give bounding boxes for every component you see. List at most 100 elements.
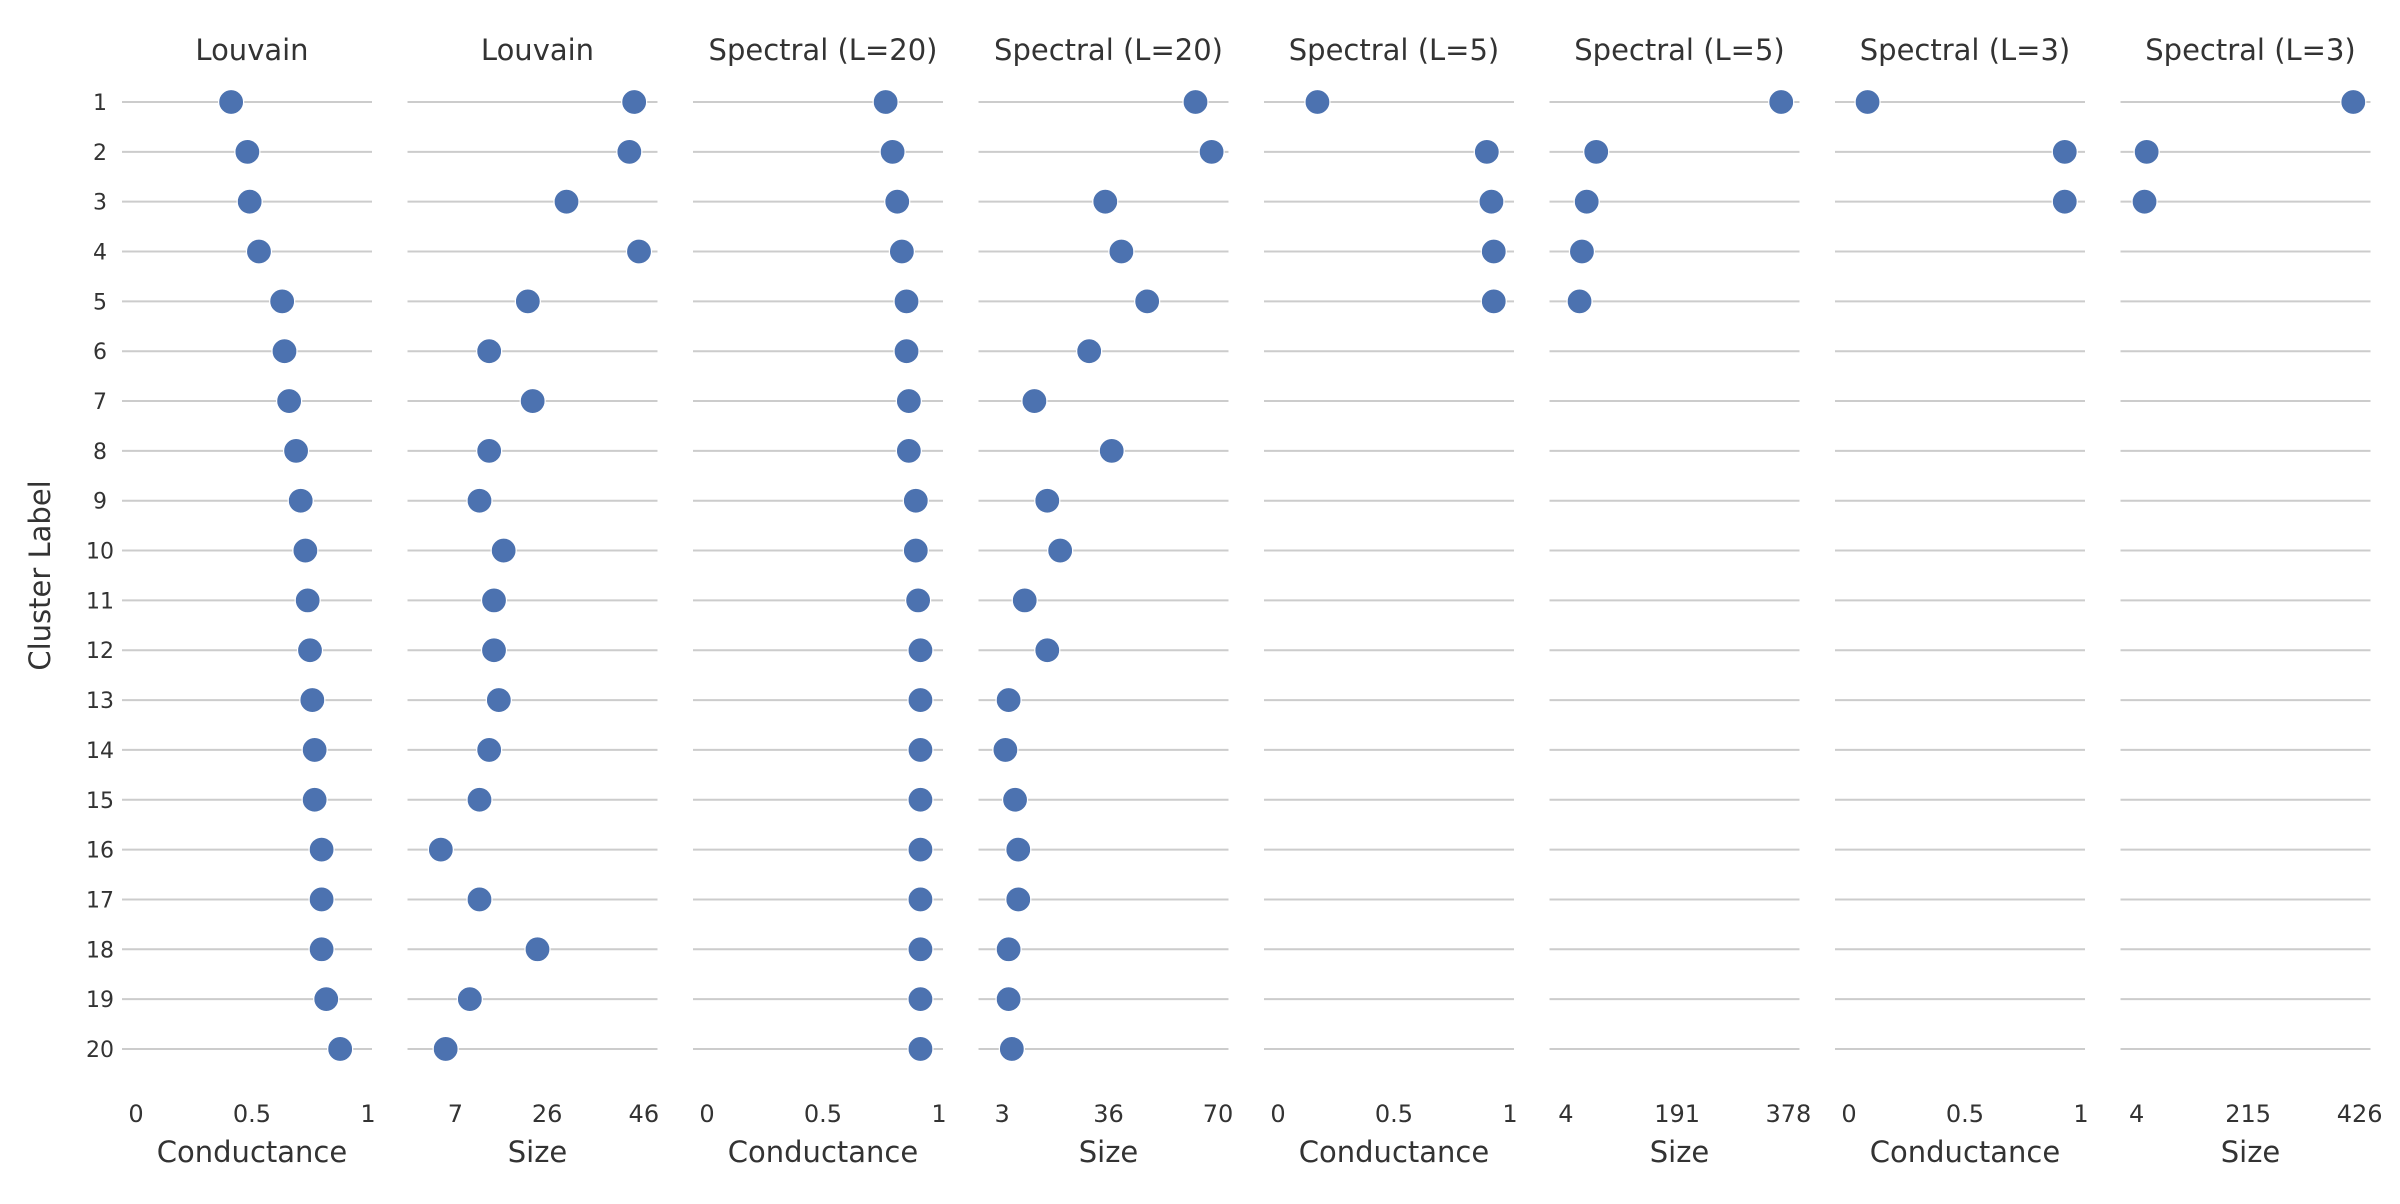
- data-point: [313, 986, 340, 1013]
- data-point: [276, 387, 303, 415]
- data-point: [2131, 188, 2158, 215]
- data-point: [427, 836, 454, 863]
- data-point: [905, 587, 932, 614]
- x-tick-label: 0.5: [233, 1100, 271, 1128]
- data-point: [1182, 88, 1209, 116]
- row-label: 9: [93, 490, 107, 515]
- row-label: 8: [93, 440, 107, 465]
- row-label: 18: [86, 938, 114, 963]
- data-point: [888, 238, 915, 265]
- x-tick-label: 7: [448, 1100, 463, 1128]
- x-tick-label: 378: [1765, 1100, 1811, 1128]
- x-tick-label: 0: [1841, 1100, 1856, 1128]
- x-tick-label: 1: [360, 1100, 375, 1128]
- data-point: [327, 1035, 354, 1063]
- panel-title: Spectral (L=5): [1289, 33, 1499, 67]
- data-point: [296, 637, 324, 664]
- data-point: [553, 188, 580, 215]
- data-point: [1005, 886, 1032, 913]
- data-point: [1011, 587, 1038, 614]
- data-point: [1768, 88, 1795, 116]
- data-point: [1480, 288, 1507, 315]
- data-point: [301, 736, 328, 764]
- x-tick-label: 1: [1502, 1100, 1517, 1128]
- row-label: 5: [93, 290, 107, 315]
- data-point: [245, 238, 273, 265]
- data-point: [1098, 437, 1125, 464]
- data-point: [1021, 387, 1048, 415]
- data-point: [872, 88, 899, 116]
- x-axis-label: Conductance: [157, 1135, 347, 1169]
- data-point: [234, 138, 261, 165]
- data-point: [1478, 188, 1505, 215]
- data-point: [1034, 487, 1061, 514]
- data-point: [907, 836, 934, 863]
- data-point: [514, 288, 541, 315]
- data-point: [907, 1035, 934, 1063]
- data-point: [1480, 238, 1507, 265]
- x-tick-label: 4: [2129, 1100, 2144, 1128]
- data-point: [992, 736, 1019, 764]
- data-point: [893, 288, 920, 315]
- data-point: [621, 88, 648, 116]
- panel-title: Spectral (L=3): [2145, 33, 2355, 67]
- x-tick-label: 3: [995, 1100, 1010, 1128]
- data-point: [1108, 238, 1135, 265]
- x-tick-label: 46: [629, 1100, 660, 1128]
- data-point: [271, 338, 298, 365]
- data-point: [1583, 138, 1610, 165]
- row-label: 10: [86, 540, 114, 565]
- data-point: [893, 338, 920, 365]
- row-label: 15: [86, 789, 114, 814]
- row-label: 20: [86, 1038, 114, 1063]
- data-point: [995, 936, 1022, 963]
- row-label: 4: [93, 241, 107, 266]
- data-point: [1092, 188, 1119, 215]
- data-point: [236, 188, 263, 215]
- panel-title: Spectral (L=3): [1860, 33, 2070, 67]
- x-tick-label: 426: [2337, 1100, 2383, 1128]
- x-tick-label: 36: [1093, 1100, 1124, 1128]
- data-point: [490, 537, 517, 564]
- data-point: [466, 786, 493, 813]
- row-label: 6: [93, 340, 107, 365]
- data-point: [466, 886, 493, 913]
- data-point: [1034, 637, 1061, 664]
- row-label: 16: [86, 839, 114, 864]
- data-point: [308, 936, 335, 963]
- data-point: [995, 986, 1022, 1013]
- data-point: [884, 188, 911, 215]
- data-point: [1854, 88, 1881, 116]
- data-point: [432, 1035, 459, 1063]
- x-axis-label: Size: [2221, 1135, 2281, 1169]
- x-tick-label: 1: [2073, 1100, 2088, 1128]
- data-point: [299, 686, 326, 714]
- data-point: [895, 387, 922, 415]
- data-point: [308, 886, 335, 913]
- data-point: [282, 437, 310, 464]
- data-point: [1573, 188, 1600, 215]
- x-tick-label: 0.5: [1946, 1100, 1984, 1128]
- data-point: [2133, 138, 2160, 165]
- x-tick-label: 0: [699, 1100, 714, 1128]
- data-point: [907, 637, 934, 664]
- data-point: [301, 786, 328, 813]
- row-label: 7: [93, 390, 107, 415]
- data-point: [907, 786, 934, 813]
- data-point: [1304, 88, 1331, 116]
- data-point: [907, 686, 934, 714]
- data-point: [1001, 786, 1029, 813]
- x-axis-label: Size: [1650, 1135, 1710, 1169]
- data-point: [2340, 88, 2367, 116]
- y-axis-title: Cluster Label: [23, 480, 57, 670]
- data-point: [625, 238, 653, 265]
- x-tick-label: 4: [1558, 1100, 1573, 1128]
- data-point: [1076, 338, 1103, 365]
- row-label: 17: [86, 888, 114, 913]
- data-point: [218, 88, 245, 116]
- data-point: [907, 736, 934, 764]
- data-point: [895, 437, 922, 464]
- x-tick-label: 0: [1270, 1100, 1285, 1128]
- data-point: [2051, 138, 2078, 165]
